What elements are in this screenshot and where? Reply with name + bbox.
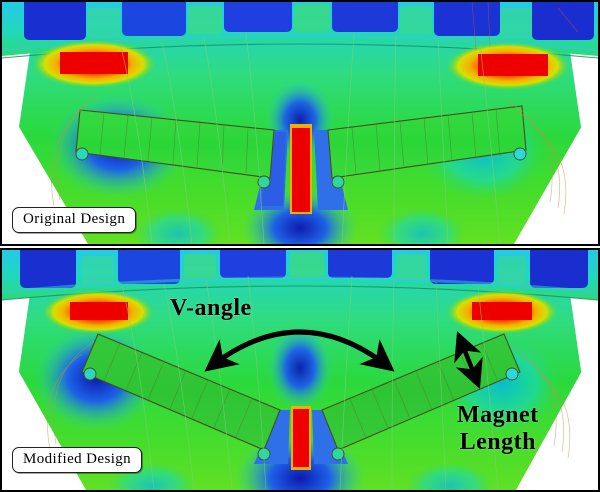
v-angle-arrow [204,329,395,372]
label-original-design: Original Design [12,207,137,234]
label-modified-design: Modified Design [12,447,143,474]
magnet-length-arrow [454,331,483,389]
panel-original-design: Original Design [0,0,600,246]
magnet-left-original [75,109,275,189]
flux-density-contour-original [2,2,598,244]
annotation-magnet-length-line1: Magnet [457,402,539,428]
annotation-v-angle: V-angle [170,295,252,321]
magnet-left-modified [81,333,281,461]
flux-density-contour-modified [2,250,598,490]
annotation-magnet-length-line2: Length [459,428,536,455]
annotation-magnet-length: Magnet Length [457,402,539,456]
panel-modified-design: V-angle Magnet Length Modified Design [0,248,600,492]
magnet-right-original [327,105,527,189]
